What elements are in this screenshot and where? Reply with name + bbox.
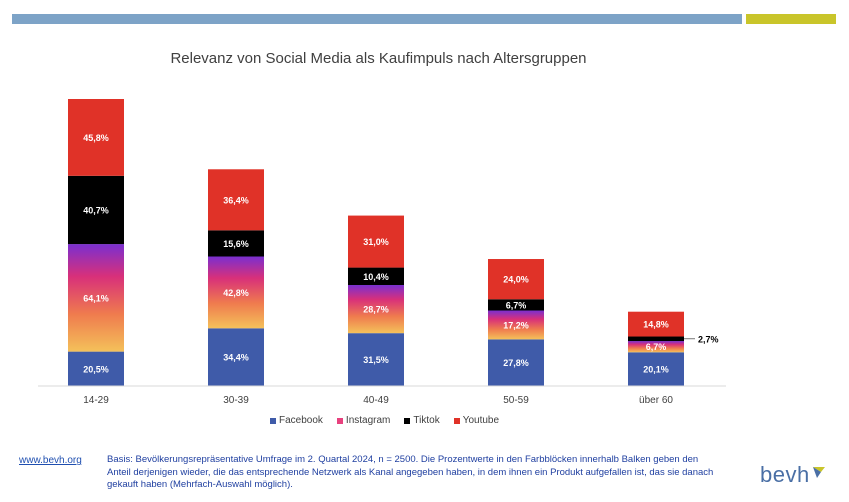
bar-segment-instagram-4 [628, 341, 684, 353]
header-stripe-blue [12, 14, 742, 24]
data-label-tiktok-1: 15,6% [223, 239, 249, 249]
legend-label-youtube: Youtube [462, 415, 500, 426]
legend-item-tiktok: Tiktok [404, 415, 440, 426]
data-label-youtube-0: 45,8% [83, 133, 109, 143]
data-label-facebook-2: 31,5% [363, 355, 389, 365]
x-tick-label-0: 14-29 [83, 395, 109, 406]
data-label-instagram-2: 28,7% [363, 305, 389, 315]
bar-segment-instagram-2 [348, 285, 404, 334]
x-tick-label-4: über 60 [639, 395, 673, 406]
data-label-facebook-0: 20,5% [83, 364, 109, 374]
chart-title: Relevanz von Social Media als Kaufimpuls… [170, 50, 587, 67]
bar-segment-facebook-3 [488, 339, 544, 386]
data-label-instagram-3: 17,2% [503, 320, 529, 330]
legend-label-tiktok: Tiktok [413, 415, 440, 426]
bar-segment-tiktok-3 [488, 299, 544, 311]
bar-segment-facebook-4 [628, 352, 684, 386]
bar-segment-instagram-1 [208, 256, 264, 329]
bar-segment-tiktok-2 [348, 267, 404, 286]
legend-item-facebook: Facebook [270, 415, 323, 426]
data-label-tiktok-0: 40,7% [83, 205, 109, 215]
data-label-tiktok-4: 2,7% [698, 334, 719, 344]
bevh-logo: bevh [760, 462, 826, 488]
x-tick-label-2: 40-49 [363, 395, 389, 406]
logo-flag-icon [812, 467, 825, 478]
data-label-instagram-0: 64,1% [83, 293, 109, 303]
bar-segment-tiktok-4 [628, 336, 684, 342]
legend-label-facebook: Facebook [279, 415, 323, 426]
data-label-instagram-1: 42,8% [223, 288, 249, 298]
data-label-youtube-3: 24,0% [503, 275, 529, 285]
data-label-youtube-4: 14,8% [643, 320, 669, 330]
data-label-facebook-1: 34,4% [223, 353, 249, 363]
legend-label-instagram: Instagram [345, 415, 391, 426]
legend-swatch-youtube [453, 417, 460, 424]
data-label-instagram-4: 6,7% [646, 342, 667, 352]
bar-segment-facebook-2 [348, 333, 404, 386]
bar-segment-youtube-4 [628, 311, 684, 337]
legend-swatch-tiktok [404, 417, 411, 424]
data-label-youtube-2: 31,0% [363, 237, 389, 247]
bar-segment-youtube-1 [208, 169, 264, 231]
data-label-facebook-4: 20,1% [643, 365, 669, 375]
logo-text: bevh [760, 462, 810, 487]
bar-segment-youtube-0 [68, 99, 124, 176]
bar-segment-facebook-1 [208, 328, 264, 386]
bar-segment-tiktok-1 [208, 230, 264, 257]
data-label-tiktok-2: 10,4% [363, 272, 389, 282]
bar-segment-youtube-2 [348, 215, 404, 268]
legend-item-youtube: Youtube [453, 415, 500, 426]
stacked-bar-chart: 14-29 30-39 40-49 50-59 über 60 20,5% 64,1% 40… [38, 99, 726, 406]
bar-segment-facebook-0 [68, 351, 124, 386]
footnote: Basis: Bevölkerungsrepräsentative Umfrag… [107, 454, 714, 490]
bar-segment-instagram-3 [488, 310, 544, 340]
legend: Facebook Instagram Tiktok Youtube [270, 415, 499, 426]
data-label-tiktok-3: 6,7% [506, 300, 527, 310]
bar-segment-youtube-3 [488, 259, 544, 300]
data-label-facebook-3: 27,8% [503, 358, 529, 368]
website-link[interactable]: www.bevh.org [19, 455, 82, 466]
bar-segment-instagram-0 [68, 244, 124, 352]
x-tick-label-1: 30-39 [223, 395, 249, 406]
data-label-youtube-1: 36,4% [223, 195, 249, 205]
header-stripe-yellow [746, 14, 836, 24]
legend-item-instagram: Instagram [336, 415, 391, 426]
legend-swatch-instagram [336, 417, 343, 424]
bar-segment-tiktok-0 [68, 175, 124, 245]
legend-swatch-facebook [270, 417, 276, 424]
x-tick-label-3: 50-59 [503, 395, 529, 406]
